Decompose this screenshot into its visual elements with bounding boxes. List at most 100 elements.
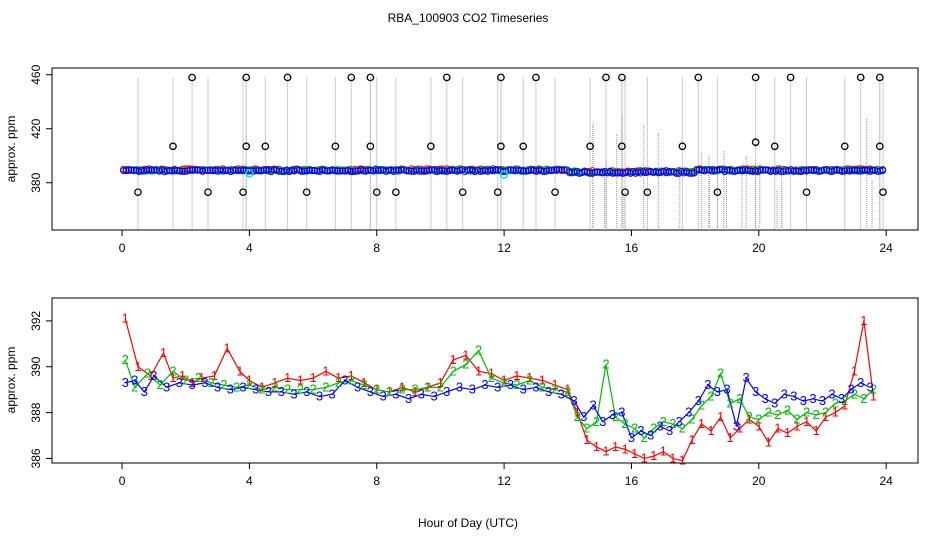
top-baseline-point: [260, 166, 268, 174]
series-3-marker: 3: [848, 382, 855, 397]
top-baseline-point: [311, 167, 319, 175]
series-3-marker: 3: [771, 395, 778, 410]
bottom-y-tick-label: 388: [29, 402, 43, 422]
series-3-marker: 3: [819, 393, 826, 408]
series-1-marker: 1: [564, 382, 571, 397]
top-baseline-point: [527, 166, 535, 174]
series-1-marker: 1: [870, 389, 877, 404]
top-y-tick-label: 460: [29, 64, 43, 84]
series-2-marker: 2: [373, 382, 380, 397]
series-2-marker: 2: [450, 363, 457, 378]
series-1-marker: 1: [309, 370, 316, 385]
bottom-x-tick-label: 12: [497, 474, 511, 488]
series-2-line: [124, 349, 874, 439]
series-2-marker: 2: [322, 379, 329, 394]
top-baseline-point: [609, 169, 617, 177]
bottom-y-tick-label: 386: [29, 448, 43, 468]
series-1-marker: 1: [399, 379, 406, 394]
top-baseline-point: [486, 166, 494, 174]
series-2-marker: 2: [641, 430, 648, 445]
top-baseline-point: [385, 166, 393, 174]
series-2-marker: 2: [574, 409, 581, 424]
series-3-marker: 3: [367, 384, 374, 399]
x-axis-label: Hour of Day (UTC): [418, 516, 518, 530]
top-baseline-point: [418, 167, 426, 175]
series-2-marker: 2: [774, 407, 781, 422]
series-2-marker: 2: [526, 373, 533, 388]
top-spike-point: [618, 73, 626, 82]
top-spike-point: [242, 73, 251, 82]
top-spike-point: [770, 142, 779, 151]
series-2-marker: 2: [593, 414, 600, 429]
top-spike-point: [427, 142, 435, 151]
top-spike-point: [875, 142, 884, 151]
series-3-marker: 3: [418, 386, 425, 401]
series-2-marker: 2: [169, 363, 176, 378]
bottom-x-tick-label: 20: [752, 474, 766, 488]
series-3-marker: 3: [558, 386, 565, 401]
top-baseline-point: [130, 166, 138, 174]
series-2-marker: 2: [784, 402, 791, 417]
series-1-marker: 1: [488, 366, 495, 381]
top-x-tick-label: 8: [373, 241, 380, 255]
top-spike-point: [751, 138, 760, 147]
top-spike-point: [678, 142, 687, 151]
series-3-marker: 3: [430, 389, 437, 404]
series-1-marker: 1: [851, 363, 858, 378]
top-baseline-point: [550, 166, 558, 174]
series-1-marker: 1: [360, 375, 367, 390]
series-2-marker: 2: [284, 382, 291, 397]
top-cyan-point: [499, 170, 509, 179]
series-3-marker: 3: [201, 375, 208, 390]
series-2-marker: 2: [660, 414, 667, 429]
top-spike-point: [786, 73, 795, 82]
top-baseline-point: [395, 166, 403, 174]
top-baseline-point: [858, 166, 866, 174]
top-baseline-point: [703, 166, 711, 174]
bottom-y-axis: 386 388 390 392: [29, 311, 52, 468]
bottom-x-tick-label: 16: [625, 474, 639, 488]
top-baseline-point: [517, 167, 525, 175]
top-baseline-point: [186, 166, 194, 174]
top-baseline-point: [558, 166, 566, 174]
top-spike-point: [497, 142, 505, 151]
series-3-marker: 3: [580, 409, 587, 424]
top-baseline-point: [711, 166, 719, 174]
bottom-series-lines: [124, 318, 875, 462]
top-spike-point: [261, 142, 270, 151]
series-1-marker: 1: [551, 377, 558, 392]
series-2-marker: 2: [698, 398, 705, 413]
series-3-marker: 3: [131, 373, 138, 388]
series-1-marker: 1: [669, 450, 676, 465]
series-2-marker: 2: [424, 379, 431, 394]
top-baseline-point: [840, 167, 848, 175]
series-1-marker: 1: [860, 313, 867, 328]
series-1-marker: 1: [411, 384, 418, 399]
series-1-marker: 1: [169, 370, 176, 385]
series-1-marker: 1: [475, 363, 482, 378]
series-2-marker: 2: [122, 352, 129, 367]
series-2-marker: 2: [564, 384, 571, 399]
top-baseline-point: [321, 167, 329, 175]
series-1-marker: 1: [813, 423, 820, 438]
top-spike-points: [134, 73, 887, 197]
series-2-marker: 2: [157, 377, 164, 392]
series-3-marker: 3: [656, 418, 663, 433]
series-3-marker: 3: [628, 430, 635, 445]
series-2-marker: 2: [131, 379, 138, 394]
series-3-marker: 3: [329, 386, 336, 401]
series-3-marker: 3: [507, 377, 514, 392]
series-3-marker: 3: [176, 375, 183, 390]
series-2-marker: 2: [500, 375, 507, 390]
top-baseline-point: [306, 166, 314, 174]
top-baseline-point: [194, 166, 202, 174]
top-spike-point: [532, 73, 540, 82]
top-baseline-point: [586, 169, 594, 177]
top-plot-frame: [51, 67, 919, 231]
bottom-y-tick-label: 390: [29, 356, 43, 376]
top-baseline-point: [807, 166, 815, 174]
series-3-marker: 3: [188, 377, 195, 392]
series-3-marker: 3: [141, 384, 148, 399]
series-3-marker: 3: [227, 382, 234, 397]
series-3-marker: 3: [163, 379, 170, 394]
